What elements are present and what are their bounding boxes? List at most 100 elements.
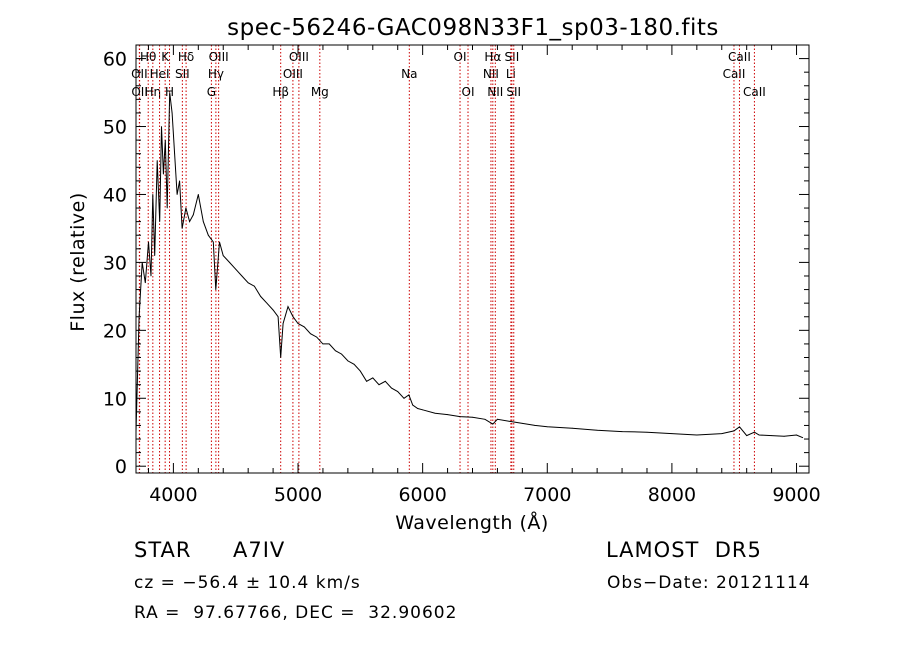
spectrum-point <box>422 409 424 411</box>
line-label: Hθ <box>140 50 156 64</box>
line-label: SII <box>175 67 190 81</box>
spectrum-line <box>135 92 803 439</box>
spectrum-point <box>197 194 199 195</box>
line-label: NII <box>487 85 503 99</box>
spectrum-point <box>497 418 498 420</box>
spectrum-point <box>235 268 237 270</box>
spectrum-point <box>297 323 299 324</box>
spectrum-point <box>272 309 274 311</box>
spectrum-point <box>303 326 305 328</box>
chart-title: spec-56246-GAC098N33F1_sp03-180.fits <box>227 15 719 41</box>
y-tick-label: 60 <box>103 49 127 71</box>
spectrum-point <box>447 414 448 415</box>
y-tick-label: 0 <box>115 456 127 478</box>
object-class: STAR <box>134 538 192 562</box>
spectrum-point <box>783 435 785 437</box>
x-tick-label: 4000 <box>149 484 197 506</box>
line-label: NII <box>483 67 499 81</box>
spectrum-point <box>403 397 405 399</box>
spectrum-point <box>417 408 419 409</box>
spectrum-point <box>733 430 735 432</box>
y-tick-label: 20 <box>103 320 127 342</box>
spectrum-point <box>189 221 190 223</box>
spectrum-point <box>492 423 494 425</box>
spectrum-point <box>596 429 598 431</box>
spectrum-point <box>378 384 380 386</box>
line-label: G <box>207 85 216 99</box>
spectrum-point <box>391 387 392 389</box>
line-label: Na <box>401 67 417 81</box>
x-axis-label: Wavelength (Å) <box>395 511 549 534</box>
spectrum-point <box>154 255 156 257</box>
x-axis: 4000 5000 6000 7000 8000 9000 <box>147 45 821 506</box>
spectrum-point <box>328 343 330 345</box>
spectrum-point <box>739 426 740 428</box>
spectrum-point <box>372 377 374 379</box>
spectral-line-markers: HθOIIOIIHηHeIKHSIIHδGHγOIIIHβOIIIOIIIMgN… <box>131 45 766 473</box>
spectrum-point <box>366 380 367 382</box>
spectrum-point <box>253 285 255 287</box>
spectrum-point <box>241 275 243 277</box>
spectrum-point <box>292 316 294 318</box>
spectrum-point <box>169 92 171 93</box>
spectrum-point <box>161 126 162 127</box>
x-tick-label: 9000 <box>772 484 820 506</box>
spectrum-point <box>671 433 673 434</box>
spectrum-point <box>571 427 573 429</box>
line-label: OI <box>462 85 475 99</box>
spectrum-point <box>159 221 161 223</box>
spectrum-point <box>280 357 282 358</box>
spectrum-point <box>459 416 461 418</box>
spectrum-point <box>746 435 748 437</box>
spectrum-point <box>174 153 176 155</box>
observation-date: Obs−Date: 20121114 <box>607 573 811 593</box>
spectrum-point <box>353 363 355 365</box>
spectrum-point <box>384 380 386 382</box>
line-label: OIII <box>283 67 303 81</box>
spectrum-point <box>472 416 473 418</box>
spectrum-point <box>202 221 204 223</box>
line-label: Hα <box>484 50 501 64</box>
x-tick-label: 5000 <box>274 484 322 506</box>
spectrum-point <box>260 295 262 297</box>
spectrum-point <box>266 302 268 304</box>
spectrum-point <box>721 433 723 434</box>
spectrum-point <box>771 435 773 437</box>
line-label: Hη <box>145 85 162 99</box>
x-tick-label: 7000 <box>523 484 571 506</box>
spectrum-point <box>215 289 217 290</box>
line-label: OIII <box>289 50 309 64</box>
spectrum-point <box>696 434 698 436</box>
line-label: H <box>165 85 174 99</box>
spectrum-point <box>164 139 166 141</box>
y-tick-label: 10 <box>103 388 127 410</box>
x-tick-label: 8000 <box>648 484 696 506</box>
spectrum-point <box>282 323 284 324</box>
spectrum-point <box>347 360 349 362</box>
line-label: Hγ <box>208 67 224 81</box>
plot-frame <box>135 44 810 474</box>
spectrum-point <box>166 207 168 209</box>
y-tick-label: 40 <box>103 184 127 206</box>
ra-dec-coordinates: RA = 97.67766, DEC = 32.90602 <box>134 603 458 623</box>
line-label: OI <box>454 50 467 64</box>
line-label: Hβ <box>272 85 289 99</box>
spectrum-point <box>521 423 523 424</box>
spectrum-point <box>247 282 249 284</box>
spectrum-point <box>408 394 410 396</box>
survey-name: LAMOST DR5 <box>606 538 762 562</box>
line-label: OIII <box>209 50 229 64</box>
x-tick-label: 6000 <box>398 484 446 506</box>
line-label: Li <box>506 67 516 81</box>
spectrum-point <box>219 241 220 243</box>
spectrum-point <box>802 437 804 439</box>
spectrum-series <box>135 92 804 439</box>
spectrum-point <box>397 391 399 392</box>
spectrum-point <box>171 112 173 114</box>
spectrum-point <box>287 306 289 307</box>
spectrum-point <box>176 194 178 195</box>
spectrum-point <box>534 425 536 426</box>
spectrum-point <box>163 173 164 175</box>
spectral-subclass: A7IV <box>233 538 286 562</box>
spectrum-point <box>144 282 146 284</box>
